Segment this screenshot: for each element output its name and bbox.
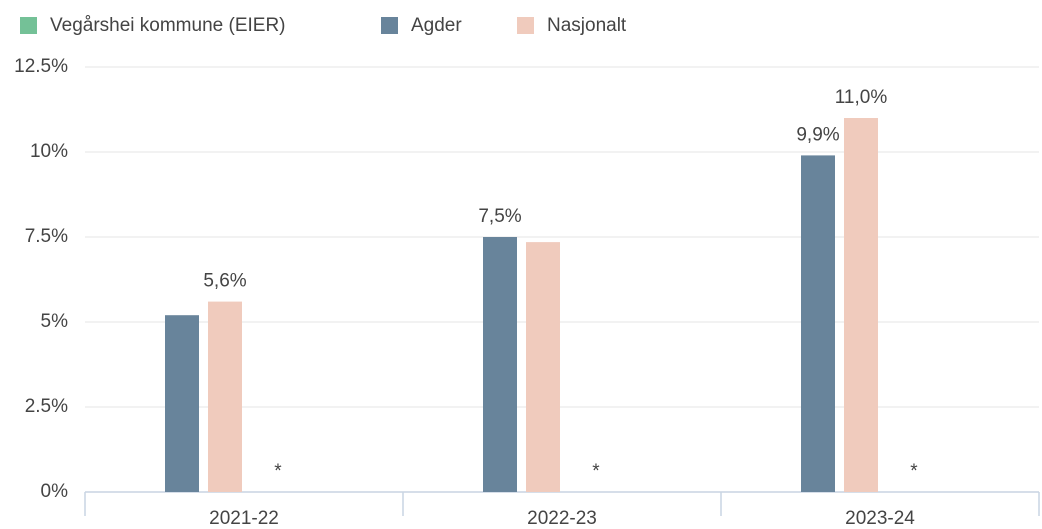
y-tick-label: 5% <box>41 311 69 332</box>
legend-label: Agder <box>411 15 462 36</box>
x-tick-label: 2023-24 <box>845 508 915 529</box>
data-label: 9,9% <box>796 124 839 145</box>
bar <box>526 242 560 492</box>
legend-swatch <box>381 17 398 34</box>
bar <box>483 237 517 492</box>
y-tick-label: 2.5% <box>25 396 68 417</box>
bar <box>208 301 242 492</box>
legend-swatch <box>20 17 37 34</box>
legend-label: Nasjonalt <box>547 15 627 36</box>
x-tick-label: 2022-23 <box>527 508 597 529</box>
y-tick-label: 0% <box>41 481 69 502</box>
data-label: 11,0% <box>835 87 888 108</box>
y-tick-label: 10% <box>30 141 68 162</box>
legend-swatch <box>517 17 534 34</box>
x-tick-label: 2021-22 <box>209 508 279 529</box>
data-label: * <box>592 461 600 482</box>
y-tick-label: 7.5% <box>25 226 68 247</box>
bar <box>844 118 878 492</box>
data-label: * <box>274 461 282 482</box>
y-tick-label: 12.5% <box>14 56 68 77</box>
data-label: 5,6% <box>203 271 246 292</box>
data-label: * <box>910 461 918 482</box>
bar <box>165 315 199 492</box>
legend-label: Vegårshei kommune (EIER) <box>50 15 286 36</box>
data-label: 7,5% <box>478 206 521 227</box>
bar <box>801 155 835 492</box>
